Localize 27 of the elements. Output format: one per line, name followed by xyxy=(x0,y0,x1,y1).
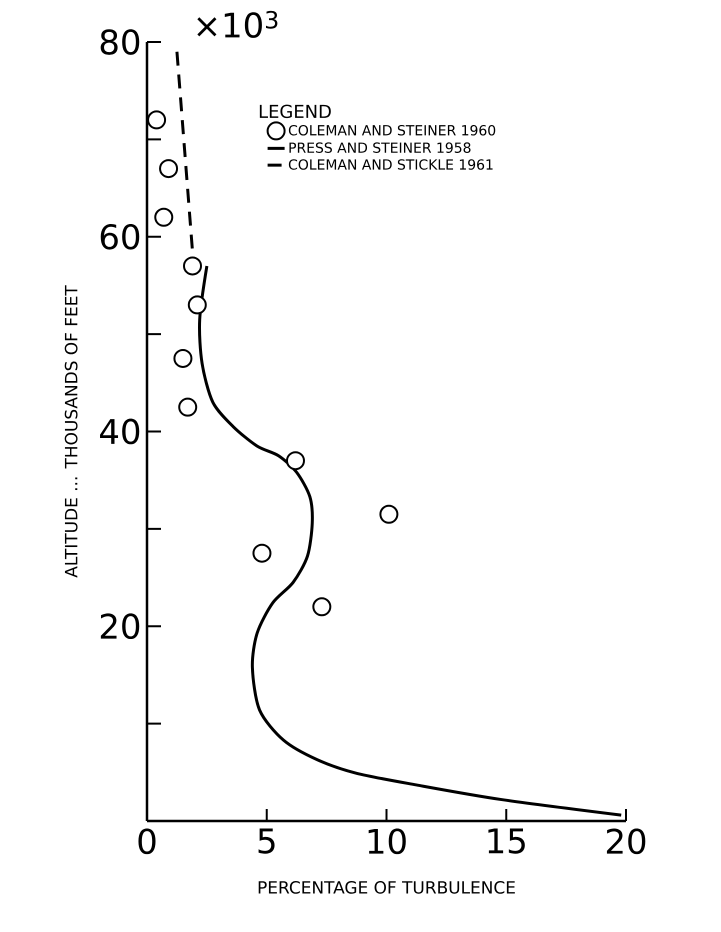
point xyxy=(312,597,332,616)
point xyxy=(379,504,398,524)
point xyxy=(147,110,166,130)
point xyxy=(252,544,272,563)
y-tick-label: 40 xyxy=(100,418,140,444)
y-tick-label: 80 xyxy=(100,29,140,55)
x-tick-label: 10 xyxy=(368,828,406,854)
point xyxy=(286,451,305,470)
point xyxy=(159,159,178,178)
x-tick-label: 0 xyxy=(138,828,156,854)
text: ×10$^{3}$ xyxy=(197,10,278,38)
legend-title: LEGEND xyxy=(260,104,331,118)
x-axis-title: PERCENTAGE OF TURBULENCE xyxy=(258,880,515,894)
y-tick-label: 60 xyxy=(100,224,140,250)
x-tick-label: 5 xyxy=(258,828,275,854)
x-tick-label: 15 xyxy=(488,828,525,854)
legend-label: PRESS AND STEINER 1958 xyxy=(289,142,471,153)
y-tick-label: 20 xyxy=(100,613,140,640)
point xyxy=(173,348,192,368)
legend-label: COLEMAN AND STICKLE 1961 xyxy=(288,159,493,170)
point xyxy=(183,256,202,276)
point xyxy=(178,398,198,417)
legend-label: COLEMAN AND STEINER 1960 xyxy=(288,124,496,136)
y-axis-title: ALTITUDE ... THOUSANDS OF FEET xyxy=(64,285,78,578)
point xyxy=(154,208,174,227)
point xyxy=(188,295,207,314)
x-tick-label: 20 xyxy=(606,828,646,854)
